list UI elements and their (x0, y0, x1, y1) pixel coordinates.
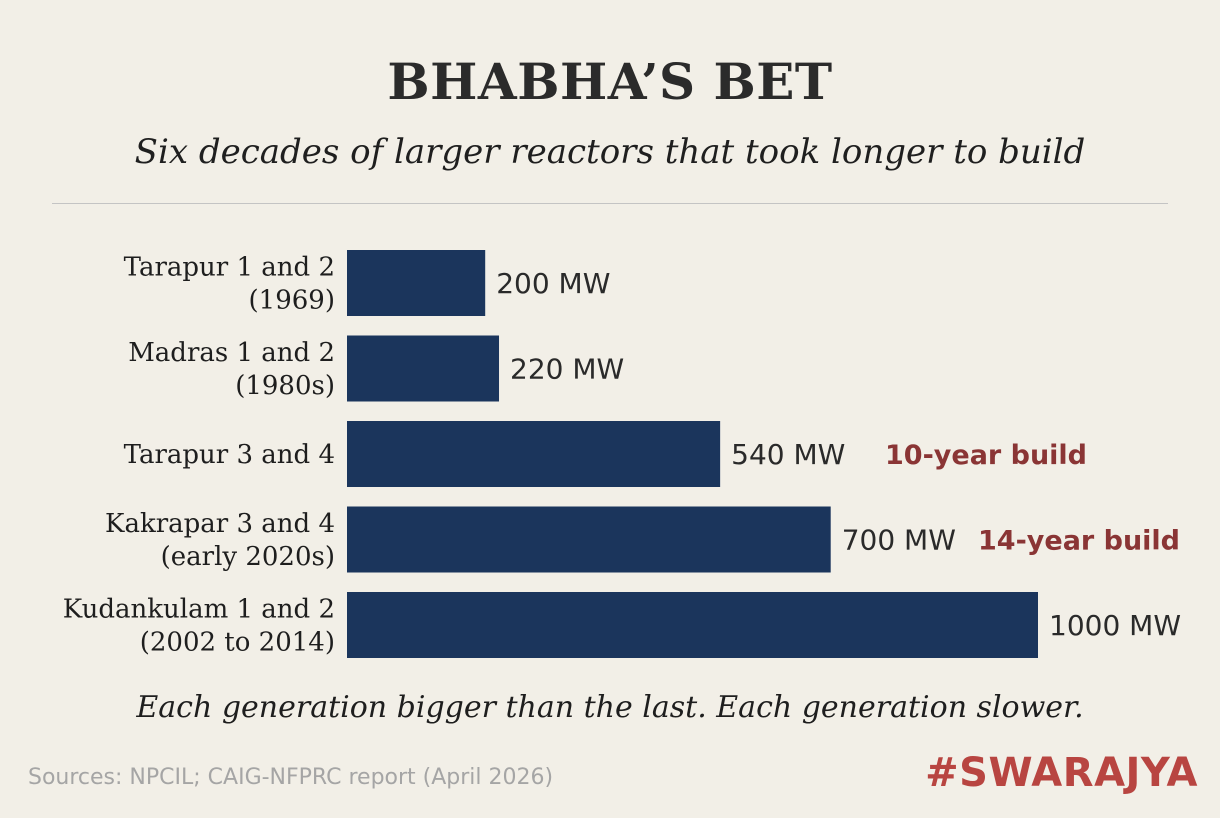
value-label-3: 700 MW (842, 524, 956, 557)
chart-subtitle: Six decades of larger reactors that took… (134, 132, 1086, 172)
category-label-0-0: Tarapur 1 and 2 (124, 253, 335, 283)
value-label-2: 540 MW (731, 438, 845, 471)
divider (52, 203, 1168, 204)
bar-4 (347, 592, 1038, 658)
category-label-1-1: (1980s) (235, 371, 335, 401)
chart-title: BHABHA’S BET (387, 52, 833, 111)
build-time-note-3: 14-year build (978, 526, 1180, 557)
sources-note: Sources: NPCIL; CAIG-NFPRC report (April… (28, 765, 554, 790)
brand-logo: #SWARAJYA (925, 750, 1198, 796)
build-time-note-2: 10-year build (885, 440, 1087, 471)
category-label-3-0: Kakrapar 3 and 4 (105, 509, 335, 539)
value-label-1: 220 MW (510, 353, 624, 386)
bar-3 (347, 506, 831, 573)
value-label-0: 200 MW (496, 267, 610, 300)
category-label-2-0: Tarapur 3 and 4 (124, 440, 335, 470)
category-label-3-1: (early 2020s) (161, 542, 335, 572)
value-label-4: 1000 MW (1049, 609, 1181, 642)
chart-caption: Each generation bigger than the last. Ea… (136, 690, 1084, 725)
category-label-4-0: Kudankulam 1 and 2 (63, 595, 335, 625)
category-label-1-0: Madras 1 and 2 (128, 338, 335, 368)
category-label-0-1: (1969) (249, 286, 335, 316)
bar-1 (347, 335, 500, 402)
bar-2 (347, 421, 721, 487)
bar-0 (347, 250, 486, 316)
category-label-4-1: (2002 to 2014) (140, 628, 335, 658)
